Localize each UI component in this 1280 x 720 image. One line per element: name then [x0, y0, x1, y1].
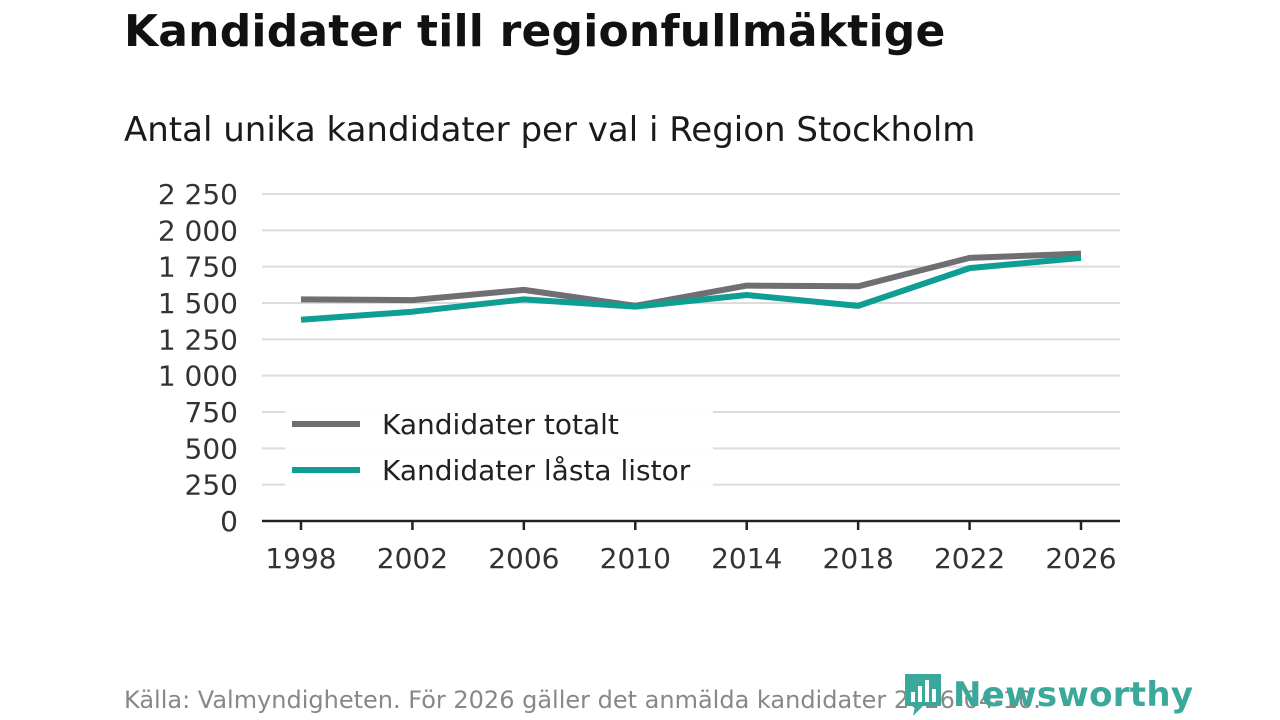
series-line-total: [300, 250, 1082, 309]
logo-text: Newsworthy: [953, 675, 1194, 715]
x-tick-label: 2022: [934, 542, 1005, 575]
x-tick-label: 2006: [488, 542, 559, 575]
y-tick-label: 250: [185, 469, 238, 502]
y-tick-label: 1 750: [158, 251, 238, 284]
y-tick-label: 2 000: [158, 214, 238, 247]
chart-title: Kandidater till regionfullmäktige: [124, 6, 946, 57]
y-tick-label: 0: [220, 505, 238, 538]
x-tick-label: 1998: [265, 542, 336, 575]
x-tick-label: 2014: [711, 542, 782, 575]
y-tick-label: 1 250: [158, 323, 238, 356]
chart-subtitle: Antal unika kandidater per val i Region …: [124, 110, 976, 150]
newsworthy-logo: Newsworthy: [903, 672, 1193, 718]
logo-icon: [905, 674, 941, 716]
x-tick-label: 2010: [600, 542, 671, 575]
y-tick-label: 1 500: [158, 287, 238, 320]
y-tick-label: 1 000: [158, 360, 238, 393]
y-tick-label: 750: [185, 396, 238, 429]
series-line-locked: [300, 254, 1082, 323]
source-note: Källa: Valmyndigheten. För 2026 gäller d…: [124, 686, 1041, 714]
y-tick-label: 500: [185, 432, 238, 465]
legend-background: [285, 405, 713, 487]
x-tick-label: 2018: [823, 542, 894, 575]
legend-label: Kandidater totalt: [382, 408, 619, 441]
legend-label: Kandidater låsta listor: [382, 454, 691, 487]
x-tick-label: 2002: [377, 542, 448, 575]
y-tick-label: 2 250: [158, 178, 238, 211]
x-tick-label: 2026: [1045, 542, 1116, 575]
